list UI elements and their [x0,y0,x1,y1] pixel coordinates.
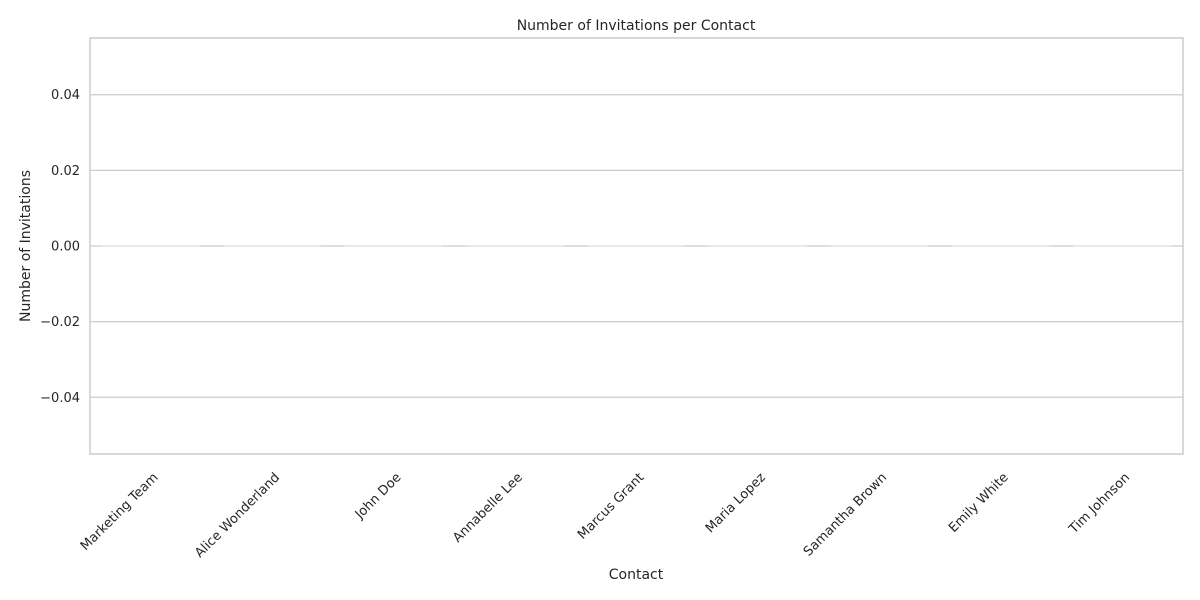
y-axis-title: Number of Invitations [18,170,34,322]
bar [587,245,686,247]
bar [345,245,443,247]
bar [102,245,200,247]
y-tick-label: −0.04 [40,391,80,406]
bar [1073,245,1171,247]
bar-layer [102,245,1171,247]
y-tick-label: −0.02 [40,315,80,330]
chart-title: Number of Invitations per Contact [517,18,756,34]
y-tick-label: 0.02 [51,164,80,179]
bar [223,245,321,247]
y-tick-label: 0.00 [51,240,80,255]
x-axis-title: Contact [609,567,664,583]
plot-frame [89,37,1184,455]
y-tick-labels: 0.04 0.02 0.00 −0.02 −0.04 [40,88,80,406]
bar [466,245,564,247]
bar [952,245,1050,247]
y-tick-label: 0.04 [51,88,80,103]
bar [709,245,807,247]
bar [830,245,928,247]
